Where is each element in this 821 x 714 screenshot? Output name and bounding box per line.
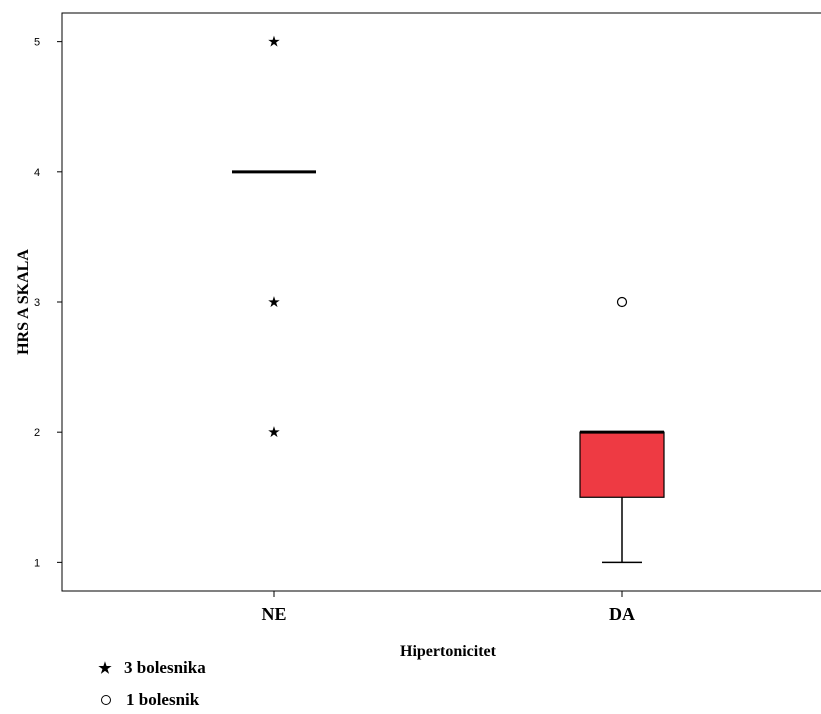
extreme-star: ★ [267,33,280,51]
y-tick-label: 4 [34,167,40,179]
box-body [579,431,665,498]
y-tick-label: 1 [34,557,40,569]
extreme-star: ★ [267,293,280,311]
x-axis-ticks: NE DA [261,591,635,624]
legend-label-extremes: 3 bolesnika [124,658,206,677]
star-icon: ★ [98,660,112,677]
outlier-circle [616,296,628,308]
box-marks: ★ ★ ★ [232,33,665,564]
y-axis-title: HRS A SKALA [15,249,32,355]
legend-item-outliers: 1 bolesnik [98,690,199,710]
circle-icon [101,695,111,705]
y-tick-label: 3 [34,297,40,309]
x-tick-label: NE [261,604,286,624]
y-tick-label: 2 [34,427,40,439]
plot-frame [61,12,821,592]
extreme-star: ★ [267,423,280,441]
x-tick-label: DA [609,604,635,624]
legend-label-outliers: 1 bolesnik [126,690,200,709]
y-tick-label: 5 [34,37,40,49]
legend-item-extremes: ★ 3 bolesnika [98,658,206,678]
x-axis-title: Hipertonicitet [400,643,497,660]
y-axis-ticks: 1 2 3 4 5 [34,37,62,569]
